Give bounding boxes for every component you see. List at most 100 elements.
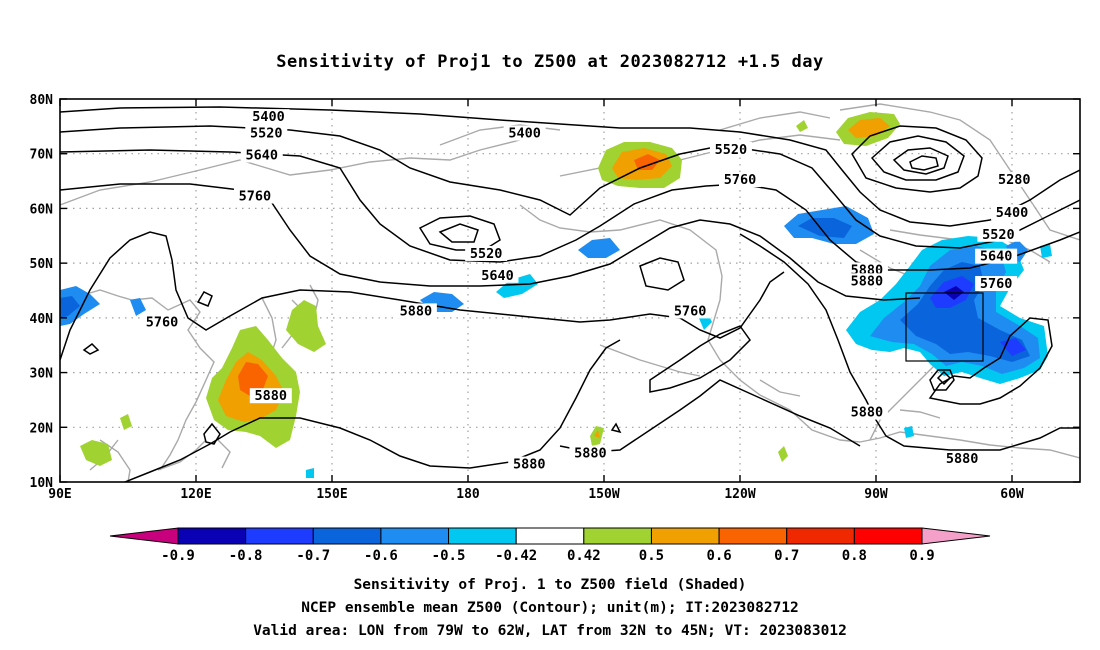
y-tick-label: 60N <box>30 202 54 217</box>
x-tick-label: 180 <box>456 487 480 502</box>
colorbar-swatch <box>786 527 855 545</box>
contour-label: 5880 <box>513 457 546 473</box>
contour-label: 5760 <box>980 276 1013 292</box>
contour-label: 5280 <box>998 172 1031 188</box>
colorbar-label: 0.9 <box>909 548 934 564</box>
shade-pos-scs2-050 <box>120 414 132 430</box>
contour-label-bg <box>845 404 888 420</box>
x-tick-label: 150W <box>588 487 619 502</box>
shade-pos-wpac-070 <box>238 362 268 396</box>
colorbar-label: -0.5 <box>432 548 466 564</box>
colorbar-arrow-high <box>921 527 991 545</box>
colorbar-swatch <box>312 527 382 545</box>
contour-hurricane-eye2 <box>936 370 952 386</box>
contour-label: 5400 <box>252 109 285 125</box>
contour-label-bg <box>465 245 508 261</box>
contour-label: 5400 <box>996 205 1029 221</box>
footer-line-3: Valid area: LON from 79W to 62W, LAT fro… <box>253 623 847 639</box>
y-tick-label: 10N <box>30 476 54 491</box>
contour-label-bg <box>240 147 283 163</box>
contour-label: 5520 <box>982 227 1015 243</box>
shade-neg-atl-060 <box>900 262 1030 362</box>
contour-label-bg <box>569 445 612 461</box>
y-tick-label: 50N <box>30 257 54 272</box>
shade-neg-wpac-small <box>130 298 146 316</box>
x-tick-label: 90W <box>864 487 888 502</box>
contour-label: 5880 <box>574 446 607 462</box>
shade-neg-wpac-west2 <box>60 296 80 318</box>
colorbar-label: -0.6 <box>364 548 398 564</box>
x-tick-label: 150E <box>316 487 347 502</box>
plot-frame <box>59 98 1081 483</box>
shade-neg-sw <box>306 468 314 478</box>
contour-label-bg <box>975 276 1018 292</box>
contour-label: 5520 <box>715 142 748 158</box>
shade-neg-hudson-060 <box>798 218 852 238</box>
contour-label: 5760 <box>724 172 757 188</box>
colorbar-swatch <box>583 527 652 545</box>
contour-5880-hurricane <box>928 317 1053 405</box>
contour-label-bg <box>669 303 712 319</box>
contour-label: 5760 <box>674 303 707 319</box>
colorbar-label: -0.7 <box>296 548 330 564</box>
contour-low-np3 <box>438 223 479 243</box>
colorbar: -0.9 -0.8 -0.7 -0.6 -0.5 -0.42 0.42 0.5 0.6 0.7 0.… <box>109 527 991 564</box>
contour-label: 5880 <box>946 451 979 467</box>
contour-hurricane-eye1 <box>929 369 955 391</box>
contour-small-d <box>610 422 622 434</box>
colorbar-label: 0.42 <box>567 548 601 564</box>
contour-label-bg <box>249 388 292 404</box>
contour-label-bg <box>247 109 290 125</box>
shade-pos-cpac-060 <box>594 430 600 438</box>
x-tick-label: 60W <box>1000 487 1024 502</box>
colorbar-swatch <box>245 527 314 545</box>
contour-label: 5880 <box>255 388 288 404</box>
colorbar-label: 0.8 <box>842 548 867 564</box>
colorbar-title: Sensitivity of Proj. 1 to Z500 field (Sh… <box>354 577 747 593</box>
shade-neg-np3 <box>578 238 620 258</box>
contour-label-bg <box>476 267 519 283</box>
contour-5880-main <box>60 231 785 361</box>
shade-neg-lab2 <box>1040 244 1052 258</box>
y-tick-label: 80N <box>30 93 54 108</box>
contour-label-bg <box>141 314 183 330</box>
contour-ring-1 <box>851 125 983 193</box>
contour-low-np2 <box>639 257 685 291</box>
contour-small-a <box>196 291 213 307</box>
contour-low-np <box>418 215 501 251</box>
contour-label: 5880 <box>400 303 433 319</box>
shade-pos-scs-050 <box>80 440 112 466</box>
contour-label: 5880 <box>851 273 884 289</box>
contour-5520 <box>60 125 1080 249</box>
colorbar-swatch <box>380 527 450 545</box>
colorbar-swatch <box>177 527 247 545</box>
contour-label: 5520 <box>470 246 503 262</box>
contour-label: 5760 <box>239 188 272 204</box>
contour-label-bg <box>503 125 546 141</box>
contour-label-bg <box>993 172 1036 188</box>
contour-label: 5400 <box>508 126 541 142</box>
shade-neg-np2 <box>496 274 538 298</box>
colorbar-label: 0.6 <box>706 548 731 564</box>
contour-ring-4 <box>909 155 939 171</box>
shade-pos-canada-small <box>796 120 808 132</box>
colorbar-arrow-low <box>109 527 179 545</box>
contour-label: 5880 <box>851 405 884 421</box>
colorbar-swatch <box>718 527 788 545</box>
contour-small-b <box>82 343 100 355</box>
contour-5880-midloop <box>649 325 751 393</box>
contour-label: 5640 <box>980 249 1013 265</box>
contour-label-bg <box>719 172 761 188</box>
contour-label: 5640 <box>481 268 514 284</box>
contour-label-bg <box>233 188 276 204</box>
x-tick-label: 120E <box>180 487 211 502</box>
contour-label-bg <box>991 204 1033 220</box>
y-tick-label: 30N <box>30 367 54 382</box>
colorbar-label: 0.5 <box>639 548 664 564</box>
y-tick-label: 20N <box>30 421 54 436</box>
y-tick-label: 40N <box>30 312 54 327</box>
colorbar-swatch <box>650 527 720 545</box>
chart-title: Sensitivity of Proj1 to Z500 at 20230827… <box>276 52 823 72</box>
colorbar-label: 0.7 <box>774 548 799 564</box>
